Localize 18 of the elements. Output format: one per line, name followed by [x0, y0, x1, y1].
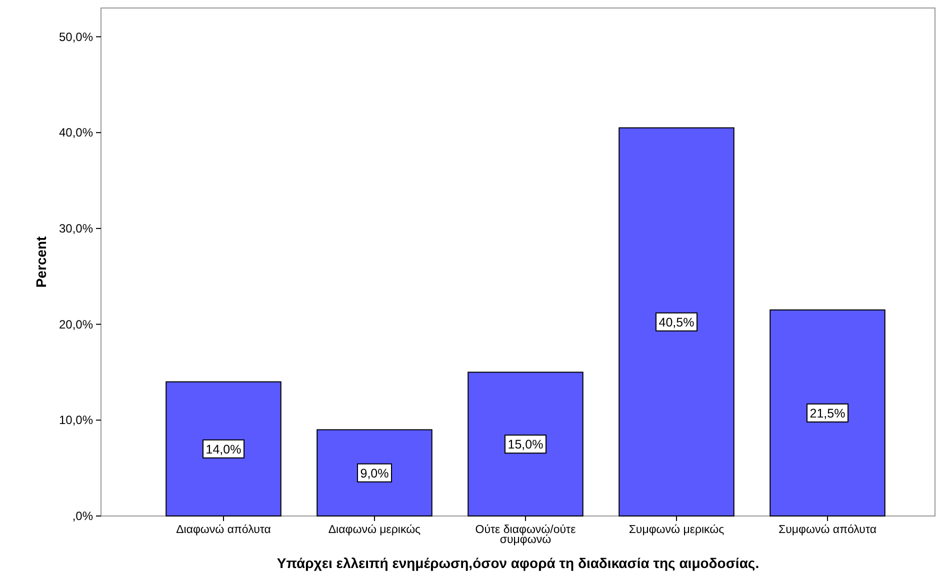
y-tick-label: 10,0% — [58, 413, 94, 428]
y-tick-label: 30,0% — [58, 221, 94, 236]
x-axis-title: Υπάρχει ελλειπή ενημέρωση,όσον αφορά τη διαδικασία της αιμοδοσίας. — [276, 555, 760, 571]
y-axis-title: Percent — [33, 236, 49, 288]
y-tick-label: 20,0% — [58, 317, 94, 332]
x-tick-label: Συμφωνώ απόλυτα — [778, 524, 877, 536]
y-tick-label: ,0% — [72, 509, 94, 523]
data-label: 14,0% — [206, 442, 242, 456]
data-label: 40,5% — [658, 315, 694, 330]
data-label: 15,0% — [508, 438, 544, 452]
y-tick-label: 50,0% — [58, 30, 94, 44]
x-tick-label: Ούτε διαφωνώ/ούτε συμφωνώ — [475, 524, 576, 546]
x-tick-label: Συμφωνώ μερικώς — [628, 524, 725, 536]
data-label: 9,0% — [360, 466, 389, 480]
y-tick-label: 40,0% — [58, 126, 94, 140]
x-tick-label: Διαφωνώ απόλυτα — [176, 524, 272, 536]
x-tick-label: Διαφωνώ μερικώς — [328, 524, 422, 536]
data-label: 21,5% — [810, 406, 846, 420]
